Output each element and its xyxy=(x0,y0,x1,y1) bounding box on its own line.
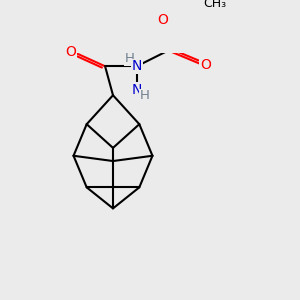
Text: O: O xyxy=(65,44,76,58)
Text: N: N xyxy=(131,83,142,97)
Text: H: H xyxy=(124,52,134,65)
Text: O: O xyxy=(200,58,211,72)
Text: N: N xyxy=(131,59,142,73)
Text: H: H xyxy=(140,89,150,102)
Text: O: O xyxy=(157,13,168,27)
Text: CH₃: CH₃ xyxy=(203,0,226,10)
